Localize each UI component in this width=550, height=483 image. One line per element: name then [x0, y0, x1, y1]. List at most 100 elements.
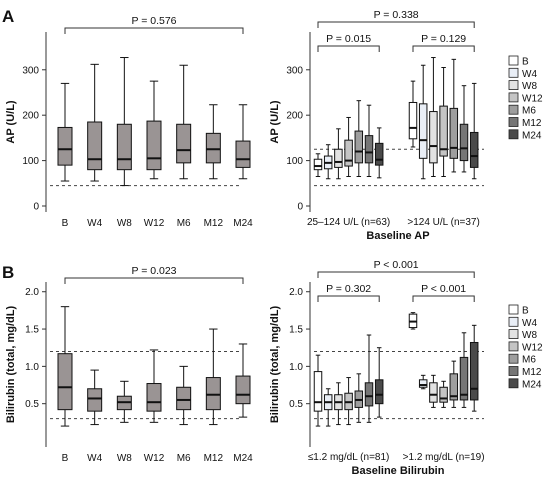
a-right-group-label: 25–124 U/L (n=63)	[307, 217, 390, 228]
a-left-box-W12	[146, 80, 162, 180]
legend-label: M12	[522, 367, 542, 378]
legend-swatch	[508, 341, 519, 352]
box-iqr	[205, 377, 221, 411]
box-iqr	[146, 120, 162, 171]
bracket-line	[317, 295, 380, 302]
b-right-box-M6	[354, 373, 364, 423]
legend-swatch	[508, 92, 519, 103]
b-left-box-W4	[87, 369, 103, 426]
box-iqr	[469, 131, 479, 168]
legend-swatch	[508, 67, 519, 78]
a-right-y-tick-label: 300	[286, 65, 303, 76]
bracket-line	[317, 271, 475, 278]
b-right-y-tick-label: 0.5	[289, 399, 303, 410]
bracket-line	[64, 27, 244, 34]
legend-swatch	[508, 329, 519, 340]
box-iqr	[459, 356, 469, 401]
a-left-x-tick-label: B	[62, 218, 69, 229]
b-right-box-W12	[439, 380, 448, 408]
bracket-line	[412, 295, 475, 302]
box-iqr	[429, 111, 438, 164]
box-iqr	[418, 379, 428, 388]
b-right-box-M12	[459, 332, 469, 408]
b-left-box-M24	[235, 343, 251, 418]
panel-letter-a: A	[2, 7, 14, 26]
a-left-box-M12	[205, 104, 221, 180]
a-left-x-tick-label: M24	[233, 218, 253, 229]
box-iqr	[469, 341, 479, 401]
legend-label: W12	[522, 93, 543, 104]
b-left-y-tick-label: 1.5	[25, 325, 39, 336]
a-right-box-M6	[354, 100, 364, 177]
b-left-x-tick-label: M6	[177, 453, 191, 464]
legend-swatch	[508, 104, 519, 115]
box-iqr	[313, 371, 323, 412]
b-right-group-label: >1.2 mg/dL (n=19)	[403, 452, 485, 463]
b-right-y-tick-label: 2.0	[289, 287, 303, 298]
box-iqr	[439, 386, 448, 403]
b-right-box-M24	[374, 347, 384, 418]
b-right-box-W8	[334, 382, 343, 426]
b-right-bracket-overall: P < 0.001	[317, 259, 475, 278]
a-left-box-M6	[176, 64, 192, 180]
a-left-box-M24	[235, 104, 251, 180]
legend-swatch	[508, 366, 519, 376]
box-iqr	[449, 107, 459, 159]
b-right-y-axis-label: Bilirubin (total, mg/dL)	[269, 306, 281, 424]
a-left-bracket: P = 0.576	[64, 15, 244, 34]
box-iqr	[459, 123, 469, 162]
a-left-x-tick-label: W8	[117, 218, 132, 229]
p-value-label: P < 0.001	[374, 259, 419, 271]
b-right-bracket-group-2: P < 0.001	[412, 283, 475, 302]
legend-swatch	[508, 378, 519, 389]
chart-a-right: 0 100 200 300 AP (U/L) 25–124 U/L (n=63) >124 …	[269, 9, 484, 242]
b-right-bracket-group-1: P = 0.302	[317, 283, 380, 302]
a-right-y-tick-label: 100	[286, 156, 303, 167]
b-right-group-label: ≤1.2 mg/dL (n=81)	[308, 452, 390, 463]
box-iqr	[374, 379, 384, 405]
a-right-y-tick-label: 0	[297, 202, 303, 213]
legend-label: M24	[522, 379, 542, 390]
b-left-x-tick-label: W12	[144, 453, 165, 464]
a-right-y-tick-label: 200	[286, 111, 303, 122]
a-left-x-tick-label: M6	[177, 218, 191, 229]
a-left-y-tick-label: 300	[22, 65, 39, 76]
b-right-box-W8	[429, 374, 438, 408]
a-left-y-axis-label: AP (U/L)	[5, 100, 17, 144]
b-right-x-axis-label: Baseline Bilirubin	[352, 465, 445, 477]
a-right-box-W12	[439, 67, 448, 177]
a-right-box-M12	[459, 85, 469, 173]
a-left-box-B	[57, 82, 73, 182]
a-left-y-tick-label: 200	[22, 111, 39, 122]
a-right-box-B	[408, 80, 418, 148]
legend-swatch	[508, 55, 519, 66]
a-left-box-W8	[116, 57, 132, 187]
b-left-y-tick-label: 1.0	[25, 362, 39, 373]
a-right-box-M12	[364, 104, 374, 177]
box-iqr	[354, 130, 364, 164]
legend-swatch	[508, 129, 519, 140]
legend-label: M6	[522, 355, 536, 366]
p-value-label: P = 0.338	[374, 9, 419, 21]
a-left-x-tick-label: W4	[87, 218, 102, 229]
box-iqr	[429, 382, 438, 403]
box-iqr	[439, 105, 448, 157]
p-value-label: P = 0.023	[131, 265, 176, 277]
bracket-line	[317, 21, 475, 28]
box-iqr	[449, 373, 459, 401]
legend-swatch	[508, 353, 519, 364]
p-value-label: P = 0.302	[326, 283, 371, 295]
legend-swatch	[508, 80, 519, 90]
b-left-y-axis-label: Bilirubin (total, mg/dL)	[5, 306, 17, 424]
a-right-box-W4	[418, 64, 428, 180]
chart-b-left: 0.5 1.0 1.5 2.0 Bilirubin (total, mg/dL) B W4 W…	[5, 265, 253, 464]
b-right-box-W4	[323, 388, 333, 427]
box-iqr	[235, 140, 251, 168]
b-left-x-tick-label: W4	[87, 453, 102, 464]
a-right-y-axis-label: AP (U/L)	[269, 100, 281, 144]
bracket-line	[317, 45, 380, 52]
p-value-label: P = 0.015	[326, 33, 371, 45]
